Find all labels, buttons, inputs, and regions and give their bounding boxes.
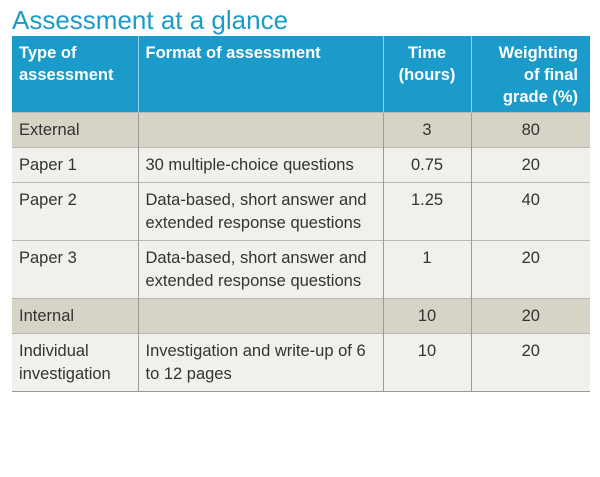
cell-weighting: 20 xyxy=(470,333,590,392)
table-row: Paper 2 Data-based, short answer and exte… xyxy=(12,182,590,241)
cell-type: Paper 2 xyxy=(12,182,138,241)
table-header: Type of assessment Format of assessment … xyxy=(12,36,590,113)
cell-format: Data-based, short answer and extended re… xyxy=(137,182,383,241)
page-title: Assessment at a glance xyxy=(12,5,289,35)
header-time: Time (hours) xyxy=(382,36,471,113)
cell-time: 10 xyxy=(382,298,471,334)
table-row: Internal 10 20 xyxy=(12,298,590,334)
cell-time: 10 xyxy=(382,333,471,392)
cell-weighting: 20 xyxy=(470,298,590,334)
table-row: Paper 3 Data-based, short answer and exte… xyxy=(12,240,590,299)
table-row: Individual investigation Investigation an… xyxy=(12,333,590,392)
cell-format: Investigation and write-up of 6 to 12 pa… xyxy=(137,333,383,392)
cell-format xyxy=(137,298,383,334)
table-row: External 3 80 xyxy=(12,112,590,148)
cell-weighting: 20 xyxy=(470,147,590,183)
assessment-table: Type of assessment Format of assessment … xyxy=(12,36,590,392)
cell-time: 0.75 xyxy=(382,147,471,183)
header-format: Format of assessment xyxy=(137,36,383,113)
cell-type: Individual investigation xyxy=(12,333,138,392)
cell-format xyxy=(137,112,383,148)
header-row: Type of assessment Format of assessment … xyxy=(12,36,590,113)
cell-weighting: 80 xyxy=(470,112,590,148)
cell-weighting: 40 xyxy=(470,182,590,241)
cell-type: Internal xyxy=(12,298,138,334)
cell-format: 30 multiple-choice questions xyxy=(137,147,383,183)
cell-format: Data-based, short answer and extended re… xyxy=(137,240,383,299)
header-weighting: Weighting of final grade (%) xyxy=(470,36,590,113)
cell-time: 1.25 xyxy=(382,182,471,241)
cell-type: Paper 1 xyxy=(12,147,138,183)
cell-type: Paper 3 xyxy=(12,240,138,299)
cell-weighting: 20 xyxy=(470,240,590,299)
cell-time: 3 xyxy=(382,112,471,148)
table-row: Paper 1 30 multiple-choice questions 0.75 2… xyxy=(12,147,590,183)
table-body: External 3 80 Paper 1 30 multiple-choice que… xyxy=(12,112,590,392)
cell-time: 1 xyxy=(382,240,471,299)
header-type: Type of assessment xyxy=(12,36,138,113)
cell-type: External xyxy=(12,112,138,148)
